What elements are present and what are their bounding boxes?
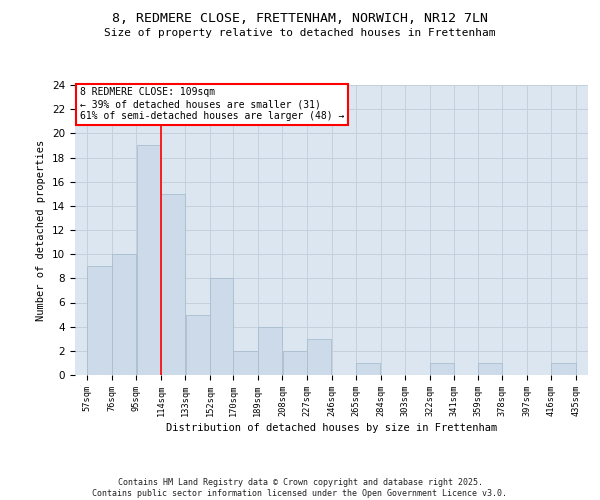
Bar bbox=[233, 351, 258, 375]
Bar bbox=[551, 363, 575, 375]
X-axis label: Distribution of detached houses by size in Frettenham: Distribution of detached houses by size … bbox=[166, 423, 497, 433]
Y-axis label: Number of detached properties: Number of detached properties bbox=[37, 140, 46, 320]
Bar bbox=[430, 363, 454, 375]
Bar bbox=[185, 314, 210, 375]
Text: 8, REDMERE CLOSE, FRETTENHAM, NORWICH, NR12 7LN: 8, REDMERE CLOSE, FRETTENHAM, NORWICH, N… bbox=[112, 12, 488, 26]
Bar bbox=[356, 363, 380, 375]
Bar bbox=[161, 194, 185, 375]
Bar bbox=[307, 339, 331, 375]
Bar bbox=[210, 278, 233, 375]
Bar bbox=[112, 254, 136, 375]
Bar bbox=[258, 326, 282, 375]
Bar bbox=[88, 266, 112, 375]
Text: 8 REDMERE CLOSE: 109sqm
← 39% of detached houses are smaller (31)
61% of semi-de: 8 REDMERE CLOSE: 109sqm ← 39% of detache… bbox=[80, 88, 344, 120]
Bar bbox=[478, 363, 502, 375]
Text: Size of property relative to detached houses in Frettenham: Size of property relative to detached ho… bbox=[104, 28, 496, 38]
Bar bbox=[283, 351, 307, 375]
Text: Contains HM Land Registry data © Crown copyright and database right 2025.
Contai: Contains HM Land Registry data © Crown c… bbox=[92, 478, 508, 498]
Bar bbox=[137, 146, 161, 375]
